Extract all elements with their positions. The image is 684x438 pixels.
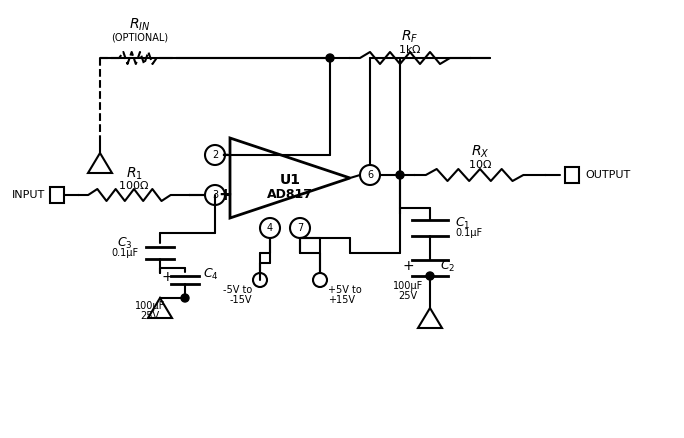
Text: 10$\Omega$: 10$\Omega$ (468, 158, 492, 170)
Text: 100$\Omega$: 100$\Omega$ (118, 179, 150, 191)
Text: 3: 3 (212, 190, 218, 200)
Text: $R_1$: $R_1$ (126, 166, 142, 182)
Text: 6: 6 (367, 170, 373, 180)
Text: U1: U1 (280, 173, 300, 187)
Text: 100μF: 100μF (393, 281, 423, 291)
Text: $R_X$: $R_X$ (471, 144, 489, 160)
Text: OUTPUT: OUTPUT (585, 170, 630, 180)
Text: +: + (402, 259, 414, 273)
Text: +: + (218, 186, 232, 204)
Text: 25V: 25V (140, 311, 159, 321)
Text: -15V: -15V (230, 295, 252, 305)
Text: $R_{IN}$: $R_{IN}$ (129, 17, 150, 33)
Text: 4: 4 (267, 223, 273, 233)
Text: 25V: 25V (399, 291, 417, 301)
Text: 1k$\Omega$: 1k$\Omega$ (398, 43, 422, 55)
Text: INPUT: INPUT (12, 190, 45, 200)
Text: $C_4$: $C_4$ (203, 266, 219, 282)
Text: 0.1μF: 0.1μF (111, 248, 139, 258)
Text: 7: 7 (297, 223, 303, 233)
Text: $R_F$: $R_F$ (402, 28, 419, 45)
Text: +5V to: +5V to (328, 285, 362, 295)
Text: +15V: +15V (328, 295, 355, 305)
Text: 100μF: 100μF (135, 301, 165, 311)
Text: $C_3$: $C_3$ (117, 236, 133, 251)
Text: -: - (222, 146, 228, 164)
Text: 2: 2 (212, 150, 218, 160)
Text: -5V to: -5V to (223, 285, 252, 295)
Circle shape (396, 171, 404, 179)
Text: $C_2$: $C_2$ (440, 258, 456, 274)
Circle shape (426, 272, 434, 280)
Text: $C_1$: $C_1$ (455, 215, 471, 230)
Circle shape (181, 294, 189, 302)
Text: +: + (161, 270, 173, 284)
Circle shape (326, 54, 334, 62)
Text: AD817: AD817 (267, 188, 313, 201)
Text: 0.1μF: 0.1μF (455, 228, 482, 238)
Text: (OPTIONAL): (OPTIONAL) (111, 33, 168, 43)
